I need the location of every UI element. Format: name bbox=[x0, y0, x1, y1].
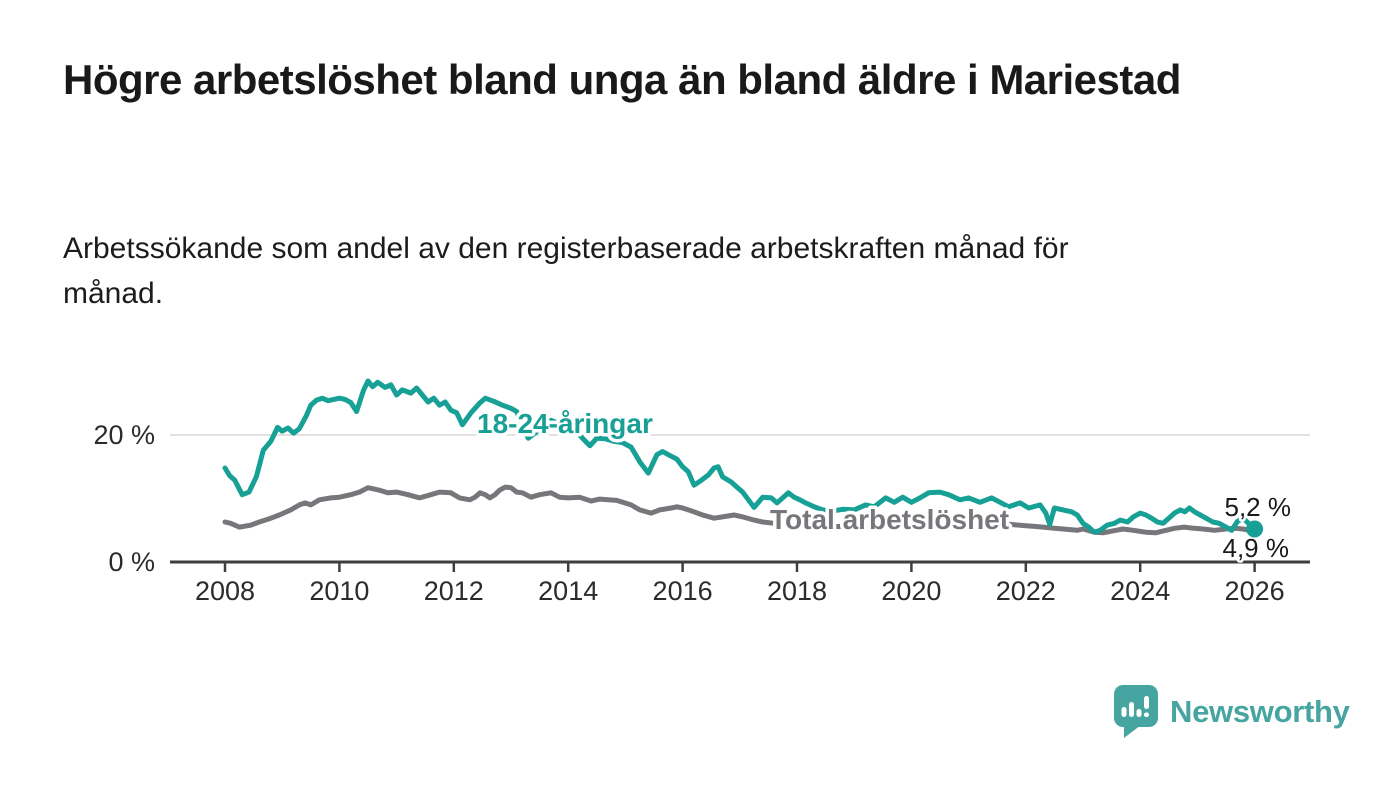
page-title: Högre arbetslöshet bland unga än bland ä… bbox=[63, 56, 1181, 103]
series-label-youth: 18-24-åringar bbox=[477, 408, 653, 439]
newsworthy-logo-icon bbox=[1114, 685, 1158, 738]
value-label-youth: 5,2 % bbox=[1225, 492, 1292, 522]
x-axis-tick-label: 2024 bbox=[1110, 576, 1170, 606]
speech-bubble-shape bbox=[1114, 685, 1158, 727]
bar-chart-exclamation-icon bbox=[1121, 696, 1149, 717]
x-axis-tick-label: 2018 bbox=[767, 576, 827, 606]
speech-bubble-tail bbox=[1124, 722, 1141, 738]
series-end-dot bbox=[1246, 520, 1264, 538]
series-line-youth bbox=[222, 378, 1258, 535]
x-axis-tick-label: 2012 bbox=[424, 576, 484, 606]
y-axis-tick-label: 20 % bbox=[93, 420, 155, 450]
x-axis-tick-label: 2026 bbox=[1225, 576, 1285, 606]
x-axis-tick-label: 2014 bbox=[538, 576, 598, 606]
newsworthy-brand-text: Newsworthy bbox=[1170, 693, 1350, 729]
x-axis-tick-label: 2010 bbox=[309, 576, 369, 606]
x-axis-tick-label: 2008 bbox=[195, 576, 255, 606]
x-axis-tick-label: 2020 bbox=[881, 576, 941, 606]
x-axis-tick-label: 2016 bbox=[653, 576, 713, 606]
series-label-total: Total arbetslöshet bbox=[770, 504, 1009, 535]
newsworthy-logo: Newsworthy bbox=[1113, 684, 1350, 739]
y-axis-tick-label: 0 % bbox=[108, 547, 155, 577]
value-label-total: 4,9 % bbox=[1223, 533, 1290, 563]
x-axis-tick-label: 2022 bbox=[996, 576, 1056, 606]
page-subtitle: Arbetssökande som andel av den registerb… bbox=[63, 232, 1069, 310]
series-line-total bbox=[222, 484, 1258, 536]
